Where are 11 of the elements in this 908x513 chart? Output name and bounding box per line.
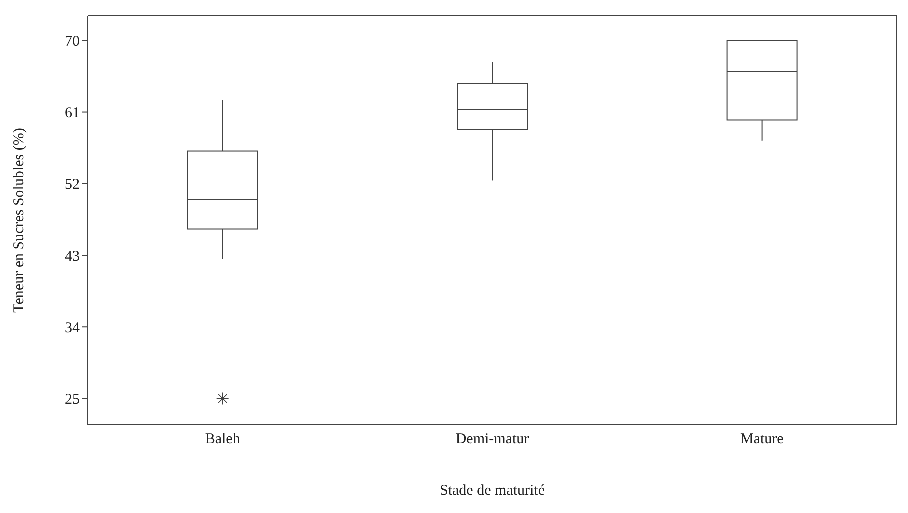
y-tick-label: 61	[65, 106, 80, 122]
x-tick-label: Baleh	[205, 432, 241, 448]
x-axis-title: Stade de maturité	[440, 483, 546, 499]
y-tick-label: 70	[65, 34, 80, 50]
y-tick-label: 43	[65, 248, 80, 265]
x-tick-label: Demi-matur	[456, 432, 530, 448]
y-tick-label: 25	[65, 392, 80, 408]
y-axis-title: Teneur en Sucres Solubles (%)	[11, 128, 28, 313]
y-tick-label: 52	[65, 177, 80, 194]
y-tick-label: 34	[65, 320, 80, 336]
x-tick-label: Mature	[740, 432, 784, 448]
